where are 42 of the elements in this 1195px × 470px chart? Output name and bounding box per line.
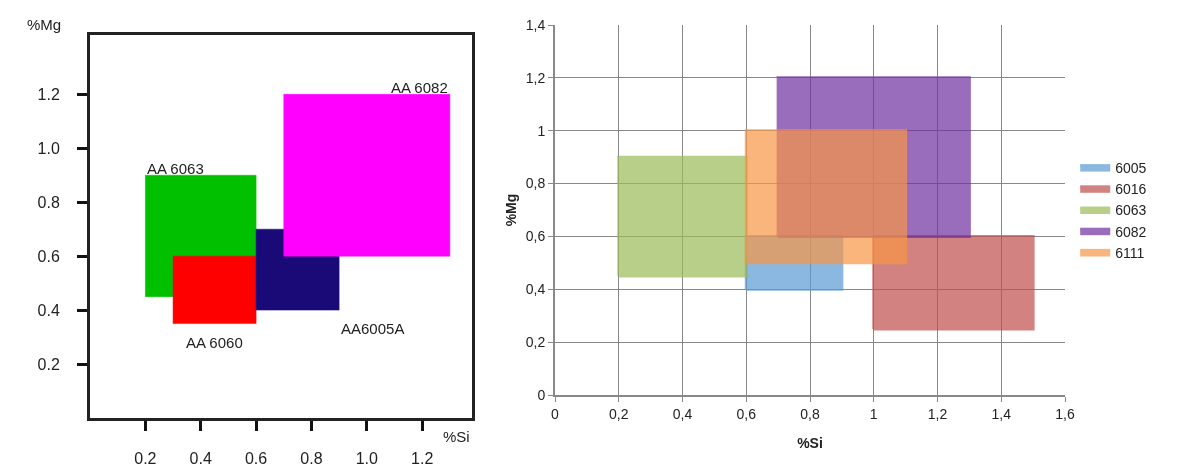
x-tick-label: 0.2 (134, 450, 157, 468)
y-tick-label: 0,6 (525, 228, 546, 245)
y-tick-label: 1.2 (37, 85, 60, 103)
series-label: AA 6063 (147, 160, 204, 177)
x-tick-label: 0,8 (800, 405, 820, 422)
y-axis-title: %Mg (27, 16, 62, 33)
y-tick-label: 0.2 (37, 355, 60, 373)
legend-label: 6082 (1115, 223, 1147, 240)
y-tick-label: 1,4 (525, 16, 546, 33)
series-label: AA 6060 (186, 334, 243, 351)
x-tick-label: 0 (551, 405, 560, 422)
x-tick-label: 0.4 (189, 450, 212, 468)
y-tick-label: 0,8 (525, 175, 546, 192)
x-tick-label: 1.0 (355, 450, 379, 468)
legend-label: 6111 (1115, 244, 1145, 261)
x-tick-label: 1 (869, 405, 878, 422)
x-tick-label: 1,2 (927, 405, 948, 422)
legend-label: 6005 (1115, 160, 1147, 177)
x-tick-label: 0,2 (609, 405, 629, 422)
x-tick-label: 1.2 (411, 450, 434, 468)
x-tick-label: 0.6 (244, 450, 268, 468)
x-tick-label: 0,4 (672, 405, 693, 422)
x-axis-title: %Si (797, 435, 823, 451)
y-tick-label: 0 (537, 386, 546, 403)
y-tick-label: 1 (537, 122, 546, 139)
series-label: AA6005A (341, 320, 405, 337)
y-tick-label: 0.4 (37, 301, 60, 319)
y-axis-title: %Mg (503, 193, 519, 227)
legend-label: 6016 (1115, 181, 1147, 198)
y-tick-label: 0.8 (37, 193, 60, 211)
x-tick-label: 1,6 (1055, 405, 1075, 422)
x-tick-label: 0,6 (736, 405, 757, 422)
legend-label: 6063 (1115, 202, 1147, 219)
series-label: AA 6082 (391, 79, 448, 96)
x-tick-label: 1,4 (991, 405, 1012, 422)
y-tick-label: 0,4 (525, 281, 546, 298)
y-tick-label: 1.0 (37, 139, 60, 157)
y-tick-label: 0,2 (525, 334, 546, 351)
x-tick-label: 0.8 (300, 450, 323, 468)
y-tick-label: 1,2 (525, 69, 546, 86)
x-axis-title: %Si (443, 428, 470, 445)
y-tick-label: 0.6 (37, 247, 60, 265)
